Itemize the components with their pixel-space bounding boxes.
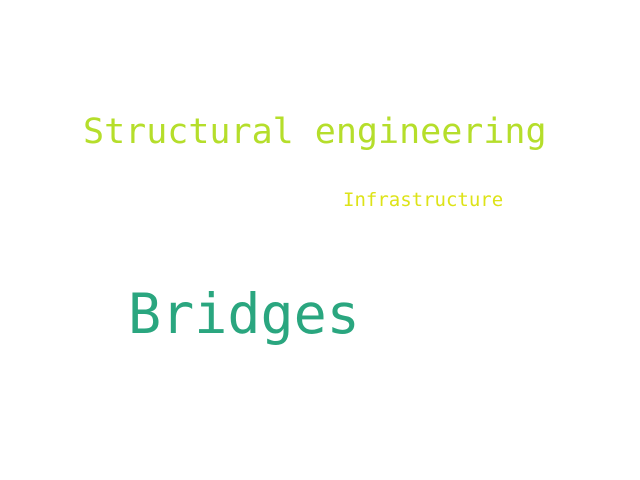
word-infrastructure: Infrastructure (343, 189, 504, 211)
word-bridges: Bridges (128, 282, 360, 346)
word-structural-engineering: Structural engineering (83, 112, 547, 152)
